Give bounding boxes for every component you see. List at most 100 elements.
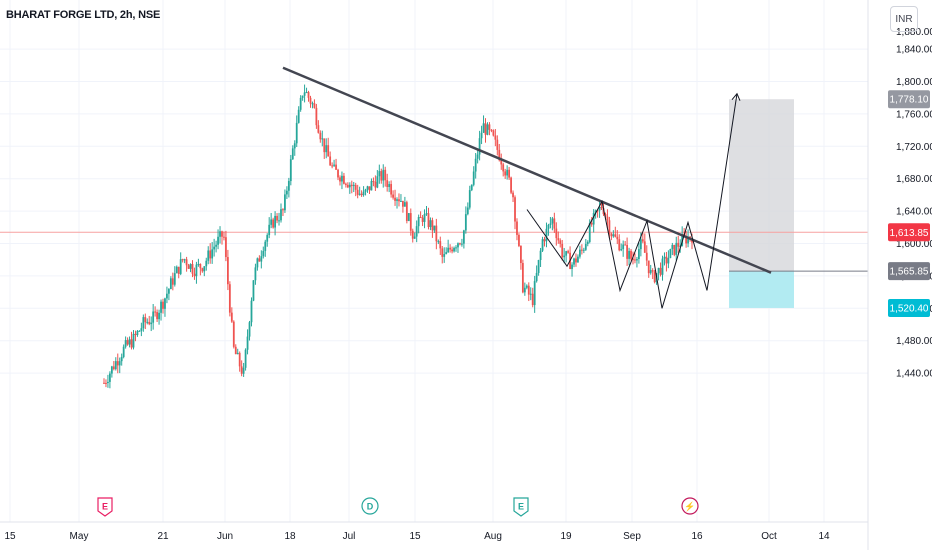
candle [319,130,322,143]
candle [510,176,512,195]
candle [411,228,414,243]
candle [225,230,227,262]
candle [126,337,129,346]
candle [103,378,105,384]
currency-selector[interactable]: INR [890,6,918,32]
candle [209,243,212,264]
candle [645,245,648,266]
candle [459,242,461,246]
candle [506,165,509,180]
candle [396,197,398,209]
event-marker[interactable]: E [97,497,113,517]
candle [348,182,351,194]
candle [122,344,125,359]
candle [419,211,422,219]
price-tick-label: 1,440.00 [896,369,932,380]
candle [388,181,391,193]
candle [164,297,166,317]
candle [107,374,109,388]
candle [386,173,389,192]
stop-zone[interactable] [729,271,794,308]
candle [649,264,652,275]
candle [394,189,396,206]
candle [451,246,453,254]
candle [531,287,534,308]
candle [563,247,566,264]
candle [504,168,507,179]
price-badge-label: 1,520.40 [890,303,929,314]
candle [331,162,334,169]
candle [512,190,514,203]
time-tick-label: Oct [761,531,777,542]
candle [327,137,330,157]
candle [278,212,280,226]
candle [236,348,239,355]
candle [315,103,318,129]
candle [187,263,190,269]
candle [582,247,585,254]
candle [413,232,416,239]
candle [362,186,365,197]
time-tick-label: 15 [4,531,16,542]
candle [144,313,147,330]
candle [626,237,629,266]
price-badges: 1,778.10 1,613.85 1,565.85 1,520.40 [888,90,930,317]
event-marker[interactable]: ⚡ [681,497,699,515]
time-tick-label: Aug [484,531,502,542]
time-tick-label: May [70,531,89,542]
candle [478,130,481,161]
event-marker[interactable]: E [513,497,529,517]
zigzag-path[interactable] [526,199,708,309]
candle [252,280,255,302]
candle [675,236,678,261]
candle [575,253,577,267]
candle [638,242,640,264]
candle [622,240,625,257]
candle [207,246,210,265]
candle [152,304,155,330]
projection-arrow[interactable] [706,93,738,291]
candle [183,258,186,264]
price-tick-label: 1,680.00 [896,174,932,185]
candle [366,185,369,193]
chart-grid [0,0,868,522]
candle [669,248,672,259]
candle [673,244,676,257]
candle [577,254,579,263]
candle [193,267,196,280]
candle [162,298,164,314]
time-tick-label: 14 [818,531,830,542]
candle [185,256,188,272]
candle [579,245,581,259]
candle [529,287,532,301]
candle [490,129,493,133]
candle [500,153,503,170]
candle [567,249,570,254]
event-marker[interactable]: D [361,497,379,515]
candle [199,263,202,276]
candle [313,99,316,109]
candle [417,214,420,234]
candle [301,95,304,101]
candle [368,186,371,195]
candle [541,236,544,252]
candle [543,236,546,247]
candle [382,164,385,188]
candle [343,172,345,185]
candle [598,201,601,218]
candle [177,266,180,279]
trendline[interactable] [282,66,772,274]
price-tick-label: 1,800.00 [896,77,932,88]
candle [169,276,172,290]
candle [470,184,473,192]
price-tick-label: 1,760.00 [896,109,932,120]
event-marker-label: D [367,502,374,512]
candle [287,177,290,198]
candle [250,297,253,327]
candle [166,286,168,304]
candle [441,245,444,264]
candle [360,190,363,197]
target-zone[interactable] [729,99,794,272]
price-tick-label: 1,640.00 [896,207,932,218]
